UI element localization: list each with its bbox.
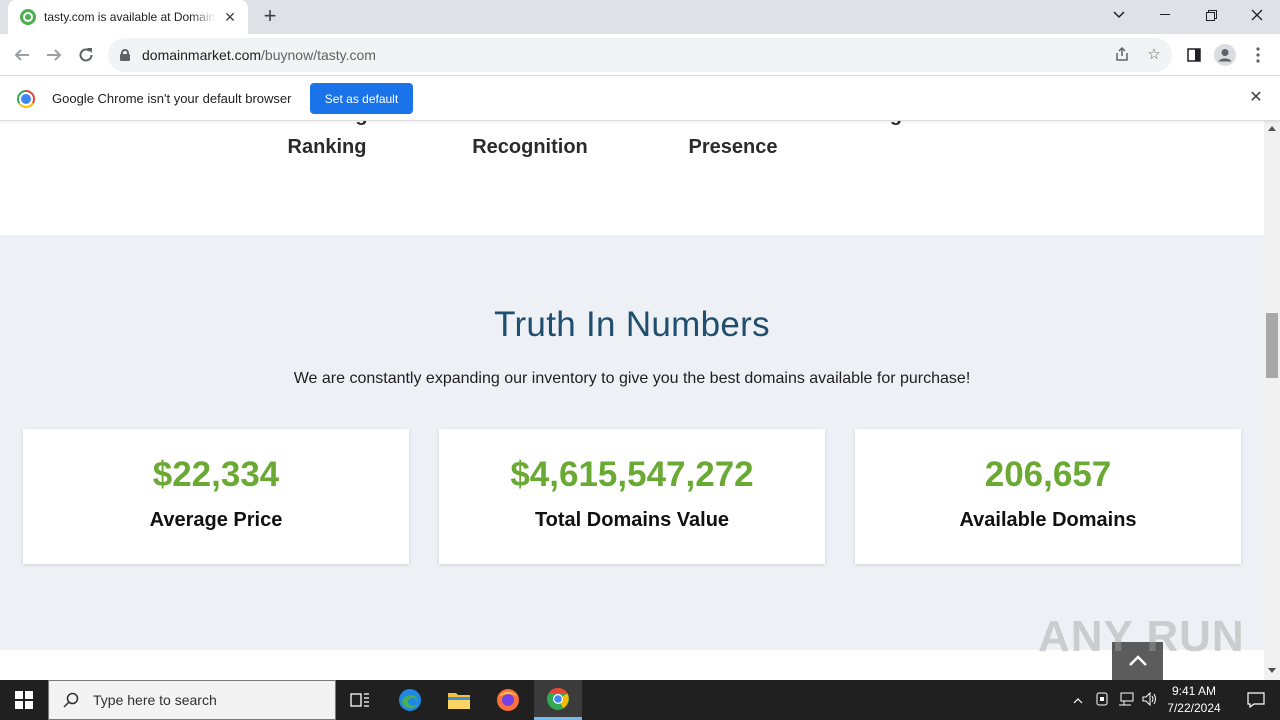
tab-title: tasty.com is available at DomainMarket.c… bbox=[44, 10, 216, 24]
feature-line: Increased Traffic bbox=[23, 121, 223, 131]
page-viewport: Increased Traffic Search Engine Ranking … bbox=[0, 121, 1264, 680]
edge-browser-icon[interactable] bbox=[386, 680, 434, 720]
task-view-icon[interactable] bbox=[336, 680, 384, 720]
next-section bbox=[0, 650, 1264, 680]
close-window-button[interactable] bbox=[1234, 0, 1280, 30]
feature-increased-traffic: Increased Traffic bbox=[23, 121, 223, 131]
forward-arrow-icon[interactable] bbox=[42, 43, 66, 67]
stat-value: 206,657 bbox=[984, 455, 1112, 494]
stat-card-total-value: $4,615,547,272 Total Domains Value bbox=[439, 429, 825, 564]
feature-immediate-presence: Immediate Presence bbox=[633, 121, 833, 163]
feature-line: Ranking bbox=[287, 136, 367, 158]
clock-time: 9:41 AM bbox=[1171, 684, 1217, 698]
taskbar-clock[interactable]: 9:41 AM 7/22/2024 bbox=[1160, 683, 1228, 717]
windows-taskbar: Type here to search 9:41 AM 7/22/2024 bbox=[0, 680, 1280, 720]
browser-tab[interactable]: tasty.com is available at DomainMarket.c… bbox=[8, 0, 248, 34]
url-host: domainmarket.com bbox=[142, 47, 262, 63]
set-default-button[interactable]: Set as default bbox=[310, 83, 413, 114]
feature-line: Great Investment bbox=[1040, 121, 1240, 131]
browser-toolbar: domainmarket.com/buynow/tasty.com ☆ bbox=[0, 34, 1280, 76]
stat-card-average-price: $22,334 Average Price bbox=[23, 429, 409, 564]
stat-value: $4,615,547,272 bbox=[510, 455, 754, 494]
restore-button[interactable] bbox=[1188, 0, 1234, 30]
infobar-close-icon[interactable]: ✕ bbox=[1249, 89, 1263, 106]
clock-date: 7/22/2024 bbox=[1167, 701, 1221, 715]
site-favicon-icon bbox=[20, 9, 36, 25]
url-path: /buynow/tasty.com bbox=[261, 47, 376, 63]
search-placeholder: Type here to search bbox=[93, 692, 217, 708]
stat-label: Average Price bbox=[149, 509, 283, 531]
network-icon[interactable] bbox=[1114, 692, 1138, 709]
chrome-logo-icon bbox=[17, 90, 35, 108]
scroll-up-arrow-icon[interactable] bbox=[1268, 126, 1276, 131]
feature-line: Presence bbox=[688, 136, 778, 158]
stat-label: Available Domains bbox=[959, 509, 1137, 531]
firefox-icon[interactable] bbox=[484, 680, 532, 720]
system-tray bbox=[1070, 680, 1162, 720]
minimize-button[interactable] bbox=[1142, 0, 1188, 30]
feature-great-investment: Great Investment bbox=[1040, 121, 1240, 131]
feature-higher-profits: Higher Profits bbox=[836, 121, 1036, 131]
windows-start-icon[interactable] bbox=[0, 680, 48, 720]
tab-search-icon[interactable] bbox=[1096, 0, 1142, 30]
section-title: Truth In Numbers bbox=[494, 305, 770, 344]
new-tab-button[interactable]: + bbox=[263, 3, 277, 28]
address-bar[interactable]: domainmarket.com/buynow/tasty.com ☆ bbox=[108, 38, 1172, 72]
back-arrow-icon[interactable] bbox=[10, 43, 34, 67]
chrome-taskbar-icon[interactable] bbox=[534, 680, 582, 720]
profile-avatar-icon[interactable] bbox=[1214, 44, 1236, 66]
scroll-down-arrow-icon[interactable] bbox=[1268, 668, 1276, 673]
features-section: Increased Traffic Search Engine Ranking … bbox=[0, 121, 1264, 235]
feature-line: Immediate bbox=[633, 121, 833, 131]
feature-search-engine-ranking: Search Engine Ranking bbox=[227, 121, 427, 163]
stat-label: Total Domains Value bbox=[534, 509, 730, 531]
lock-icon[interactable] bbox=[120, 49, 130, 61]
volume-icon[interactable] bbox=[1138, 691, 1162, 709]
scrollbar-thumb[interactable] bbox=[1266, 313, 1278, 378]
feature-line: Search Engine bbox=[227, 121, 427, 131]
menu-kebab-icon[interactable] bbox=[1247, 44, 1269, 66]
file-explorer-icon[interactable] bbox=[435, 680, 483, 720]
chevron-up-icon bbox=[1128, 655, 1147, 666]
reload-icon[interactable] bbox=[74, 43, 98, 67]
tab-strip: tasty.com is available at DomainMarket.c… bbox=[0, 0, 1280, 34]
page-scrollbar[interactable] bbox=[1264, 121, 1280, 680]
feature-line: Recognition bbox=[472, 136, 588, 158]
device-icon[interactable] bbox=[1090, 692, 1114, 709]
tab-close-icon[interactable]: ✕ bbox=[224, 8, 236, 25]
feature-line: Higher Profits bbox=[836, 121, 1036, 131]
default-browser-infobar: Google Chrome isn't your default browser… bbox=[0, 76, 1280, 121]
stat-value: $22,334 bbox=[152, 455, 280, 494]
side-panel-icon[interactable] bbox=[1183, 44, 1205, 66]
chevron-up-tray-icon[interactable] bbox=[1070, 693, 1086, 707]
notifications-icon[interactable] bbox=[1232, 680, 1280, 720]
share-icon[interactable] bbox=[1113, 46, 1131, 64]
taskbar-search-input[interactable]: Type here to search bbox=[48, 680, 336, 720]
feature-line: Brand bbox=[430, 121, 630, 131]
infobar-message: Google Chrome isn't your default browser bbox=[52, 91, 292, 106]
anyrun-watermark: ANY RUN bbox=[1038, 612, 1245, 661]
back-to-top-button[interactable] bbox=[1112, 642, 1163, 680]
feature-brand-recognition: Brand Recognition bbox=[430, 121, 630, 163]
section-subtitle: We are constantly expanding our inventor… bbox=[293, 370, 971, 387]
stat-card-available-domains: 206,657 Available Domains bbox=[855, 429, 1241, 564]
bookmark-star-icon[interactable]: ☆ bbox=[1147, 46, 1161, 63]
search-icon bbox=[63, 692, 79, 708]
